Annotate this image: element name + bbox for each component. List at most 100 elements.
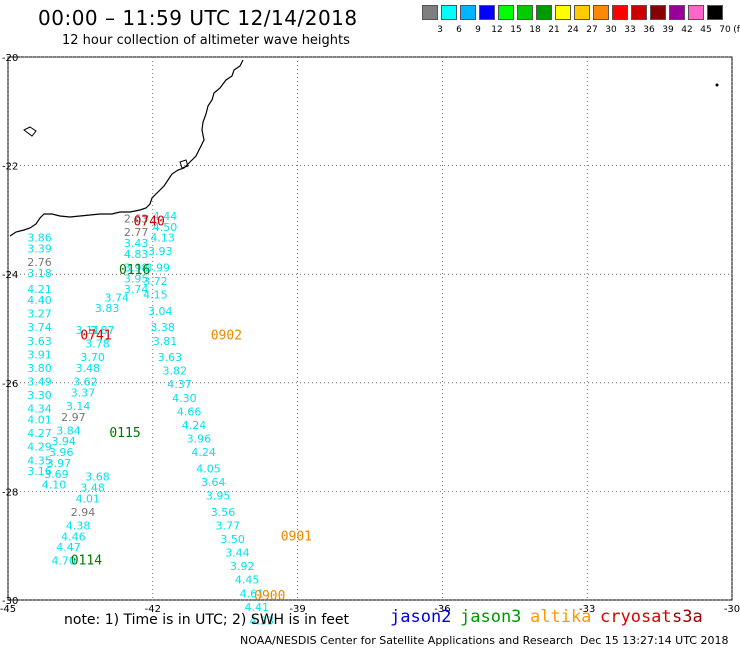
color-scale-label: 33 <box>624 25 636 35</box>
satellite-legend-s3a: s3a <box>672 607 703 627</box>
wave-height-value: 4.83 <box>124 248 149 261</box>
wave-height-value: 4.01 <box>76 492 101 505</box>
color-scale-label: 24 <box>567 25 579 35</box>
wave-height-value: 3.96 <box>49 446 74 459</box>
lon-tick-label: -36 <box>434 604 450 615</box>
wave-height-value: 3.97 <box>47 457 72 470</box>
wave-height-value: 4.05 <box>196 462 221 475</box>
pass-time-label: 0116 <box>119 263 150 278</box>
map-title: 00:00 – 11:59 UTC 12/14/2018 <box>38 6 358 30</box>
lat-tick-label: -26 <box>2 379 18 390</box>
wave-height-value: 3.81 <box>153 335 178 348</box>
wave-height-value: 3.74 <box>124 283 149 296</box>
wave-height-value: 3.38 <box>150 321 175 334</box>
wave-height-value: 3.78 <box>85 338 110 351</box>
wave-height-value: 2.76 <box>27 256 52 269</box>
wave-height-value: 2.63 <box>124 213 149 226</box>
wave-height-value: 3.43 <box>124 237 149 250</box>
wave-height-value: 3.95 <box>206 490 231 503</box>
wave-height-value: 4.40 <box>27 294 52 307</box>
wave-height-value: 3.14 <box>66 400 91 413</box>
wave-height-value: 4.47 <box>56 541 80 554</box>
wave-height-value: 4.66 <box>177 405 202 418</box>
pass-time-label: 0115 <box>109 426 140 441</box>
wave-height-value: 3.48 <box>80 481 105 494</box>
color-scale-swatch <box>669 5 685 20</box>
wave-height-value: 4.70 <box>51 555 76 568</box>
pass-time-label: 0114 <box>71 554 102 569</box>
coastline-island <box>23 126 37 137</box>
color-scale-label: 9 <box>475 25 481 35</box>
wave-height-value: 3.69 <box>44 468 68 481</box>
map-subtitle: 12 hour collection of altimeter wave hei… <box>62 33 350 48</box>
wave-height-value: 3.74 <box>105 291 129 304</box>
color-scale-label: 27 <box>586 25 598 35</box>
color-scale-swatch <box>631 5 647 20</box>
wave-height-value: 4.50 <box>153 221 178 234</box>
pass-time-labels: 0740 0741 0114 0115 0116 0902 0901 0900 <box>71 214 312 604</box>
island-dot <box>715 83 719 87</box>
wave-height-value: 3.62 <box>73 376 98 389</box>
wave-height-value: 3.50 <box>220 533 245 546</box>
coastline-island <box>179 159 189 169</box>
coastline <box>9 59 244 237</box>
color-scale-swatch <box>707 5 723 20</box>
lon-tick-label: -30 <box>724 604 740 615</box>
color-scale-label: 39 <box>662 25 674 35</box>
wave-height-value: 4.38 <box>66 519 91 532</box>
lat-tick-label: -20 <box>2 53 18 64</box>
wave-height-value: 3.56 <box>211 506 236 519</box>
wave-height-value: 3.11 <box>76 324 101 337</box>
satellite-legend-altika: altika <box>530 607 592 627</box>
wave-height-value: 3.86 <box>27 232 52 245</box>
wave-height-value: 3.99 <box>146 261 171 274</box>
wave-height-value: 3.87 <box>90 324 115 337</box>
satellite-legend-jason2: jason2 <box>390 607 452 627</box>
wave-height-value: 3.98 <box>124 261 149 274</box>
wave-height-value: 3.84 <box>56 424 80 437</box>
color-scale-label: 12 <box>491 25 503 35</box>
wave-height-value: 3.64 <box>201 476 226 489</box>
wave-height-value: 4.44 <box>153 210 178 223</box>
color-scale-swatch <box>593 5 609 20</box>
axis-ticks: -45 -42 -39 -36 -33 -30 -20 -22 -24 -26 -28 -30 <box>0 53 740 615</box>
lon-tick-label: -42 <box>145 604 161 615</box>
wave-height-value: 4.29 <box>27 441 52 454</box>
color-scale-swatch <box>574 5 590 20</box>
wave-height-value: 3.77 <box>216 519 241 532</box>
wave-height-value: 3.93 <box>148 245 173 258</box>
wave-height-value: 3.95 <box>124 272 149 285</box>
wave-height-value: 2.97 <box>61 411 86 424</box>
wave-height-value: 3.70 <box>80 351 105 364</box>
lon-tick-label: -33 <box>579 604 595 615</box>
wave-height-value: 3.27 <box>27 308 52 321</box>
wave-height-points: 3.863.392.763.184.214.403.273.743.633.91… <box>27 210 274 628</box>
satellite-legend-cryosat: cryosat <box>600 607 672 627</box>
color-scale-swatch <box>498 5 514 20</box>
wave-height-value: 4.34 <box>27 403 52 416</box>
wave-height-value: 3.49 <box>27 376 52 389</box>
wave-height-value: 4.61 <box>240 587 265 600</box>
color-scale-label: 30 <box>605 25 617 35</box>
wave-height-value: 3.83 <box>95 302 120 315</box>
lat-tick-label: -24 <box>2 270 18 281</box>
wave-height-value: 3.74 <box>27 321 52 334</box>
pass-time-label: 0901 <box>281 529 312 544</box>
wave-height-value: 3.48 <box>76 362 101 375</box>
color-scale-swatch <box>479 5 495 20</box>
wave-height-value: 3.94 <box>51 435 76 448</box>
wave-height-value: 3.37 <box>71 386 96 399</box>
color-scale-swatch <box>612 5 628 20</box>
wave-height-value: 3.92 <box>230 560 255 573</box>
wave-height-value: 4.45 <box>235 574 260 587</box>
graticule-grid <box>7 56 733 601</box>
satellite-legend-jason3: jason3 <box>460 607 522 627</box>
pass-time-label: 0902 <box>211 328 242 343</box>
color-scale-label: 36 <box>643 25 655 35</box>
wave-height-value: 4.24 <box>182 419 207 432</box>
wave-height-value: 3.04 <box>148 305 173 318</box>
wave-height-value: 3.91 <box>27 348 52 361</box>
color-scale-swatch <box>422 5 438 20</box>
wave-height-value: 3.82 <box>162 365 187 378</box>
